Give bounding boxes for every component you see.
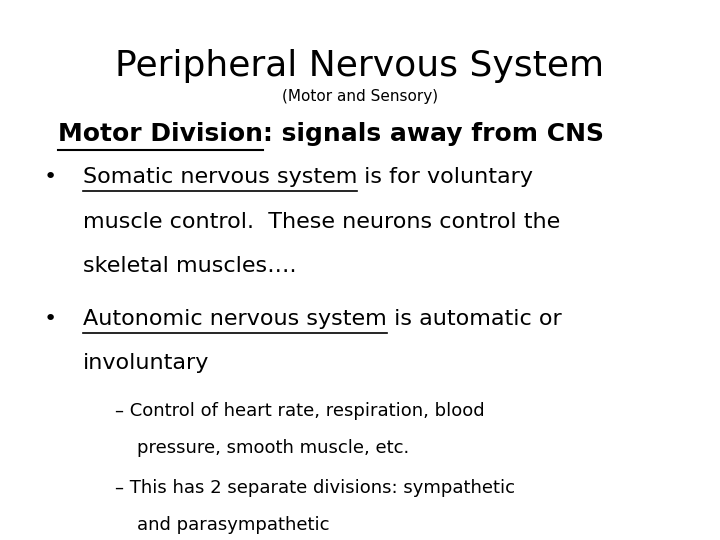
Text: •: •	[43, 309, 56, 329]
Text: – Control of heart rate, respiration, blood: – Control of heart rate, respiration, bl…	[115, 402, 485, 420]
Text: – This has 2 separate divisions: sympathetic: – This has 2 separate divisions: sympath…	[115, 479, 516, 497]
Text: •: •	[43, 167, 56, 187]
Text: muscle control.  These neurons control the: muscle control. These neurons control th…	[83, 212, 560, 232]
Text: is for voluntary: is for voluntary	[357, 167, 534, 187]
Text: skeletal muscles….: skeletal muscles….	[83, 256, 297, 276]
Text: Autonomic nervous system: Autonomic nervous system	[83, 309, 387, 329]
Text: and parasympathetic: and parasympathetic	[137, 516, 329, 534]
Text: Somatic nervous system: Somatic nervous system	[83, 167, 357, 187]
Text: (Motor and Sensory): (Motor and Sensory)	[282, 89, 438, 104]
Text: involuntary: involuntary	[83, 353, 210, 373]
Text: Motor Division: signals away from CNS: Motor Division: signals away from CNS	[58, 122, 603, 145]
Text: Peripheral Nervous System: Peripheral Nervous System	[115, 49, 605, 83]
Text: is automatic or: is automatic or	[387, 309, 562, 329]
Text: pressure, smooth muscle, etc.: pressure, smooth muscle, etc.	[137, 439, 409, 457]
